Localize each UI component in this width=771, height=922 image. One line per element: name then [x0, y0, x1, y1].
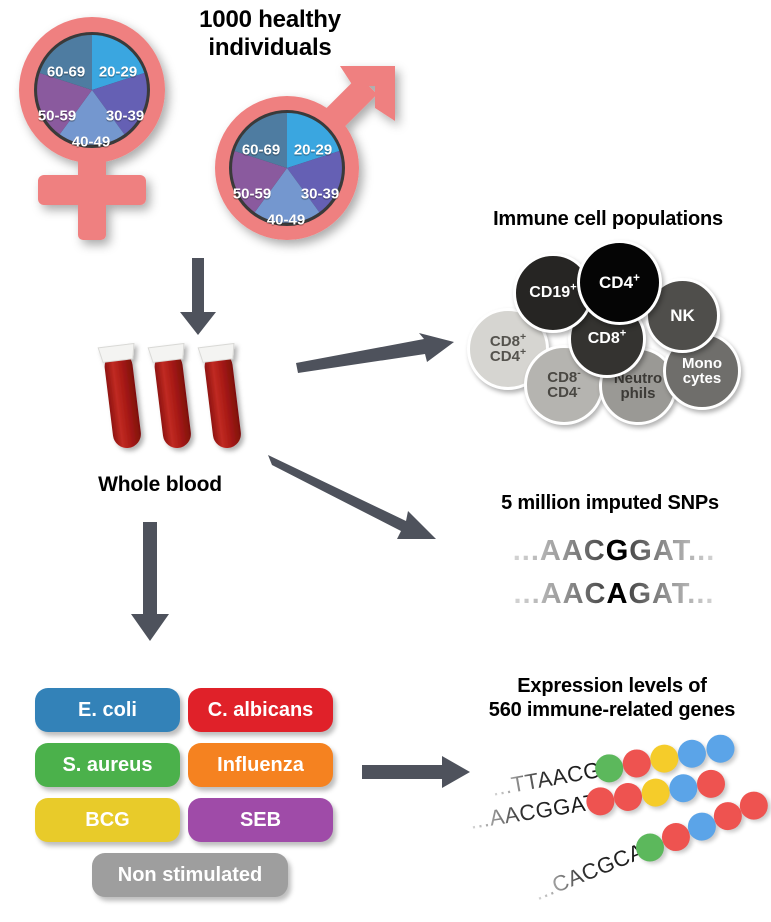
cell-sup1: -	[577, 366, 581, 379]
cell-line2: cytes	[682, 370, 722, 387]
cell-line1: CD8	[489, 332, 520, 350]
snp-row-reference: ...AACGGAT...	[484, 535, 744, 568]
stimulation-label: BCG	[85, 808, 130, 831]
blood-tubes	[95, 340, 285, 465]
immune-cell-cd4pos: CD4+	[577, 240, 662, 325]
cohort-title-line2: individuals	[208, 34, 332, 62]
cell-line1: NK	[670, 305, 695, 325]
strand-bead	[675, 737, 709, 770]
stimulation-label: Influenza	[217, 753, 304, 776]
strand-bead	[704, 732, 737, 765]
stimulation-c-albicans[interactable]: C. albicans	[188, 688, 333, 732]
stimulation-e-coli[interactable]: E. coli	[35, 688, 180, 732]
stimulation-non-stimulated[interactable]: Non stimulated	[92, 853, 288, 897]
snp-suffix: GAT...	[629, 535, 716, 567]
arrow-stimulations-to-expression	[362, 755, 472, 789]
cell-line1: CD19	[529, 283, 571, 301]
strand-bead	[639, 776, 672, 809]
arrow-blood-to-stimulations	[130, 522, 170, 642]
snp-prefix: ...AAC	[513, 578, 607, 610]
snp-row-alternate: ...AACAGAT...	[484, 578, 744, 611]
blood-label: Whole blood	[98, 473, 222, 496]
cell-line1: CD4	[599, 272, 634, 292]
snp-prefix: ...AAC	[512, 535, 606, 567]
cohort-title-line1: 1000 healthy	[199, 6, 341, 33]
cell-line1: Neutro	[613, 369, 663, 387]
strand-bead	[612, 780, 645, 813]
immune-cell-cd8neg-cd4neg: CD8- CD4-	[524, 345, 604, 425]
snps-title: 5 million imputed SNPs	[501, 492, 719, 514]
cell-line1: CD8	[547, 368, 578, 386]
expression-title-line2: 560 immune-related genes	[488, 698, 736, 721]
snp-variant: G	[605, 535, 630, 567]
arrow-cohort-to-blood	[178, 258, 218, 336]
cell-sup2: +	[519, 346, 527, 358]
strand-bead	[667, 772, 700, 805]
stimulation-label: E. coli	[78, 698, 137, 721]
snp-suffix: GAT...	[628, 578, 715, 610]
expression-title-line1: Expression levels of	[517, 675, 707, 697]
cell-sup1: +	[519, 330, 527, 343]
strand-bead	[620, 747, 653, 780]
female-symbol: 20-29 30-39 40-49 50-59 60-69	[0, 10, 210, 260]
snp-variant: A	[606, 578, 629, 610]
cell-sup1: +	[619, 327, 627, 340]
stimulation-label: S. aureus	[62, 753, 153, 776]
cell-sup1: +	[633, 270, 640, 285]
stimulation-label: Non stimulated	[117, 863, 263, 886]
stimulation-label: C. albicans	[207, 698, 314, 721]
stimulation-seb[interactable]: SEB	[188, 798, 333, 842]
male-symbol: 20-29 30-39 40-49 50-59 60-69	[205, 58, 405, 248]
immune-title: Immune cell populations	[493, 208, 723, 230]
cohort-title: 1000 healthy individuals	[160, 6, 380, 63]
stimulation-bcg[interactable]: BCG	[35, 798, 180, 842]
cell-line2: CD4	[547, 384, 578, 401]
stimulation-label: SEB	[239, 808, 282, 831]
stimulation-s-aureus[interactable]: S. aureus	[35, 743, 180, 787]
cell-sup1: +	[570, 281, 577, 294]
strand-sequence: ...AACGGAT	[467, 788, 600, 834]
female-age-pie	[37, 35, 147, 145]
cell-line2: CD4	[489, 348, 520, 365]
cell-line2: phils	[620, 385, 656, 402]
cell-sup2: -	[577, 382, 581, 394]
strand-bead	[648, 742, 681, 775]
cell-line1: Mono	[682, 354, 722, 372]
expression-title: Expression levels of 560 immune-related …	[462, 675, 762, 722]
strand-bead	[694, 767, 728, 800]
stimulation-influenza[interactable]: Influenza	[188, 743, 333, 787]
arrow-blood-to-immune	[296, 333, 456, 375]
male-age-pie	[232, 113, 342, 223]
cell-line1: CD8	[587, 329, 620, 347]
arrow-blood-to-snps	[268, 455, 443, 545]
